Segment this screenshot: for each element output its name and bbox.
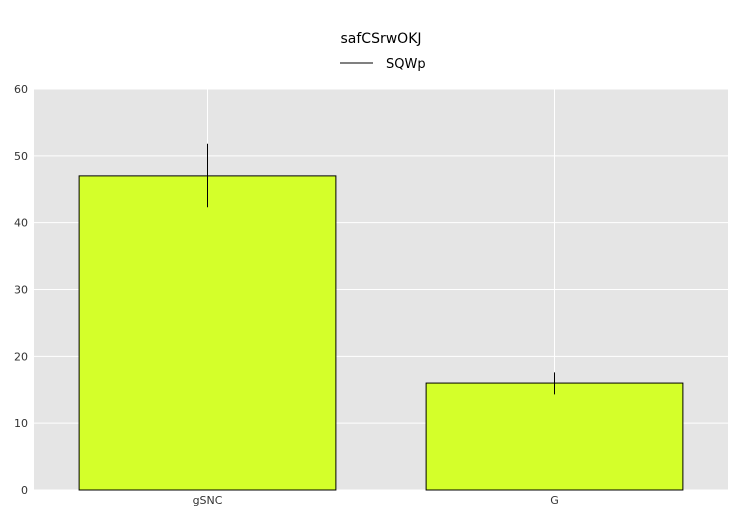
x-tick-label: G — [550, 494, 559, 507]
legend-label: SQWp — [386, 57, 426, 72]
chart-title: safCSrwOKJ — [341, 31, 422, 47]
y-tick-label: 0 — [21, 484, 28, 497]
y-tick-label: 40 — [14, 217, 28, 230]
x-tick-label: gSNC — [193, 494, 223, 507]
bars — [78, 175, 684, 491]
legend: SQWp — [340, 57, 426, 72]
x-axis-ticks: gSNC G — [193, 494, 559, 507]
y-tick-label: 60 — [14, 83, 28, 96]
y-tick-label: 10 — [14, 417, 28, 430]
y-tick-label: 30 — [14, 284, 28, 297]
y-tick-label: 50 — [14, 150, 28, 163]
y-tick-label: 20 — [14, 350, 28, 363]
bar-G — [425, 382, 684, 491]
y-axis-ticks: 0 10 20 30 40 50 60 — [14, 83, 28, 497]
bar-gSNC — [78, 175, 337, 491]
error-bars — [207, 143, 555, 395]
